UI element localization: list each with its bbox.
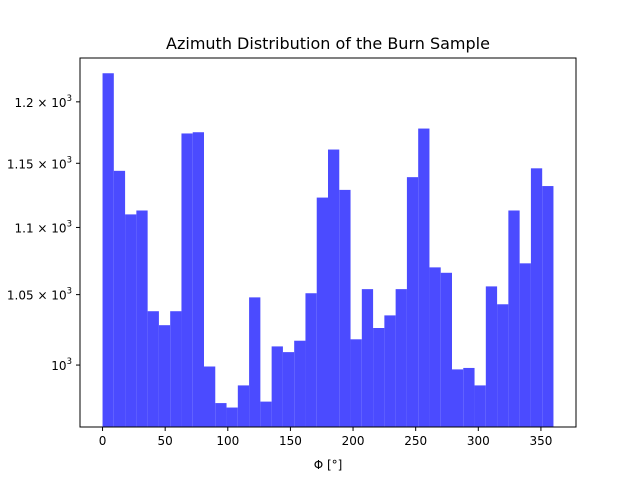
y-tick-label: 1.1 × 103 bbox=[15, 219, 72, 235]
y-tick-label: 103 bbox=[51, 357, 72, 373]
histogram-bar-11 bbox=[226, 407, 238, 427]
histogram-bar-38 bbox=[530, 168, 543, 427]
y-tick-exponent: 3 bbox=[67, 155, 72, 165]
histogram-bar-29 bbox=[429, 267, 441, 427]
histogram-bar-32 bbox=[463, 367, 475, 427]
histogram-bar-10 bbox=[215, 403, 227, 427]
plot-frame bbox=[79, 57, 577, 428]
histogram-bar-0 bbox=[102, 73, 114, 428]
histogram-bar-2 bbox=[125, 214, 137, 427]
histogram-bar-3 bbox=[136, 210, 148, 427]
y-tick-mantissa: 1.05 × 10 bbox=[7, 289, 67, 303]
y-tick-mantissa: 1.2 × 10 bbox=[15, 96, 67, 110]
x-axis-label: Φ [°] bbox=[314, 458, 343, 472]
histogram-bar-22 bbox=[350, 339, 362, 427]
histogram-bar-28 bbox=[418, 128, 430, 428]
x-tick-label: 250 bbox=[404, 434, 427, 448]
histogram-bar-6 bbox=[170, 311, 182, 427]
y-tick-label: 1.15 × 103 bbox=[7, 155, 72, 171]
histogram-bar-21 bbox=[339, 189, 351, 427]
histogram-bar-7 bbox=[181, 133, 193, 427]
x-tick-label: 200 bbox=[342, 434, 365, 448]
x-tick-label: 100 bbox=[216, 434, 239, 448]
y-tick-exponent: 3 bbox=[67, 287, 72, 297]
y-tick-label: 1.05 × 103 bbox=[7, 287, 72, 303]
y-tick-mantissa: 10 bbox=[51, 359, 66, 373]
histogram-bar-5 bbox=[158, 325, 171, 427]
histogram-bar-12 bbox=[237, 385, 250, 427]
histogram-bar-31 bbox=[452, 369, 464, 427]
histogram-bar-34 bbox=[485, 286, 498, 427]
histogram-bar-39 bbox=[542, 186, 554, 427]
y-tick-exponent: 3 bbox=[67, 357, 72, 367]
chart-title: Azimuth Distribution of the Burn Sample bbox=[166, 34, 490, 53]
bars-group bbox=[102, 73, 554, 428]
y-tick-mantissa: 1.15 × 10 bbox=[7, 157, 67, 171]
x-tick-label: 150 bbox=[279, 434, 302, 448]
y-tick-mantissa: 1.1 × 10 bbox=[15, 221, 67, 235]
histogram-bar-13 bbox=[249, 297, 261, 427]
histogram-bar-24 bbox=[373, 327, 385, 427]
histogram-bar-19 bbox=[316, 197, 328, 427]
histogram-bar-35 bbox=[497, 304, 509, 427]
histogram-bar-1 bbox=[113, 170, 126, 428]
histogram-bar-8 bbox=[192, 132, 204, 427]
histogram-bar-9 bbox=[204, 366, 216, 427]
histogram-bar-23 bbox=[361, 289, 374, 427]
histogram-bar-18 bbox=[305, 293, 317, 427]
histogram-bar-37 bbox=[519, 263, 531, 427]
histogram-bar-26 bbox=[395, 289, 407, 427]
y-tick-exponent: 3 bbox=[67, 219, 72, 229]
x-tick-label: 0 bbox=[99, 434, 107, 448]
histogram-bar-17 bbox=[294, 340, 306, 427]
histogram-bar-36 bbox=[508, 210, 520, 427]
histogram-bar-33 bbox=[474, 385, 486, 427]
histogram-bar-15 bbox=[271, 346, 283, 427]
histogram-bar-30 bbox=[440, 272, 452, 427]
x-tick-label: 50 bbox=[158, 434, 173, 448]
histogram-bar-27 bbox=[406, 177, 419, 427]
x-tick-label: 300 bbox=[467, 434, 490, 448]
histogram-bar-20 bbox=[328, 149, 340, 428]
histogram-bar-16 bbox=[282, 352, 295, 427]
histogram-bar-4 bbox=[147, 311, 159, 427]
y-tick-exponent: 3 bbox=[67, 94, 72, 104]
x-tick-label: 350 bbox=[529, 434, 552, 448]
x-axis-ticks: 0 50 100 150 200 250 300 350 bbox=[99, 427, 552, 448]
y-tick-label: 1.2 × 103 bbox=[15, 94, 72, 110]
histogram-bar-14 bbox=[260, 401, 272, 427]
histogram-bar-25 bbox=[384, 315, 396, 427]
